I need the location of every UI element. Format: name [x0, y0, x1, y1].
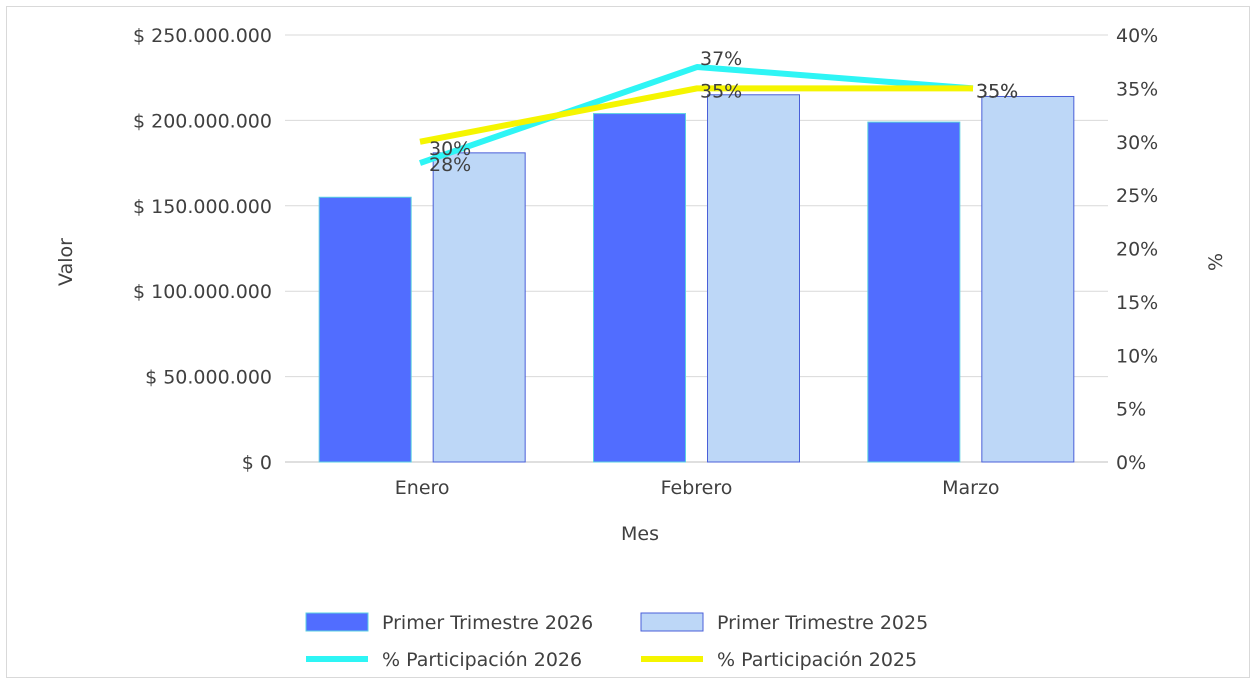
bar-2025-enero [432, 152, 526, 463]
y2-tick-label: 25% [1116, 185, 1158, 207]
data-labels: 28%37%35%30%35% 35% [429, 48, 1018, 176]
bar-2026-febrero [593, 113, 686, 463]
series-lines [419, 64, 974, 166]
line-2026 [419, 64, 974, 166]
x-tick-label: Febrero [661, 477, 733, 499]
x-axis-ticks: Enero Febrero Marzo [395, 477, 1000, 499]
bar-2026-marzo [867, 121, 961, 463]
bar-2026-enero [318, 196, 412, 463]
y2-tick-label: 0% [1116, 452, 1146, 474]
legend-label: Primer Trimestre 2025 [717, 612, 928, 634]
x-tick-label: Marzo [942, 477, 999, 499]
y-tick-label: $ 100.000.000 [133, 281, 272, 303]
y-axis-title: Valor [55, 238, 77, 286]
legend-label: Primer Trimestre 2026 [382, 612, 593, 634]
y-tick-label: $ 250.000.000 [133, 25, 272, 47]
y2-axis-title: % [1205, 253, 1227, 271]
data-label: 35% [700, 80, 742, 102]
legend-swatch [305, 612, 369, 632]
grid-lines [285, 34, 1108, 463]
data-label: 35% [976, 80, 1018, 102]
y2-tick-label: 40% [1116, 25, 1158, 47]
y-tick-label: $ 0 [242, 452, 272, 474]
legend-label: % Participación 2025 [717, 649, 917, 671]
data-label: 37% [700, 48, 742, 70]
y2-tick-label: 10% [1116, 345, 1158, 367]
x-tick-label: Enero [395, 477, 450, 499]
data-label: 28% [429, 154, 471, 176]
x-axis-title: Mes [621, 523, 659, 545]
y-tick-label: $ 50.000.000 [145, 367, 272, 389]
bars [318, 94, 1075, 463]
legend-label: % Participación 2026 [382, 649, 582, 671]
bar-2025-marzo [981, 95, 1075, 463]
y2-tick-label: 20% [1116, 239, 1158, 261]
bar-2025-febrero [707, 94, 800, 463]
y2-tick-label: 35% [1116, 78, 1158, 100]
y-axis-ticks: $ 0 $ 50.000.000 $ 100.000.000 $ 150.000.00… [133, 25, 272, 474]
data-label: 35% [976, 80, 1018, 102]
y2-tick-label: 30% [1116, 132, 1158, 154]
y-tick-label: $ 200.000.000 [133, 110, 272, 132]
y-tick-label: $ 150.000.000 [133, 196, 272, 218]
legend-swatch [640, 612, 704, 632]
y2-tick-label: 5% [1116, 399, 1146, 421]
legend: Primer Trimestre 2026 Primer Trimestre 20… [305, 612, 928, 671]
data-label: 30% [429, 138, 471, 160]
y2-tick-label: 15% [1116, 292, 1158, 314]
y2-axis-ticks: 0% 5% 10% 15% 20% 25% 30% 35% 40% [1116, 25, 1158, 474]
line-2025 [419, 85, 973, 145]
